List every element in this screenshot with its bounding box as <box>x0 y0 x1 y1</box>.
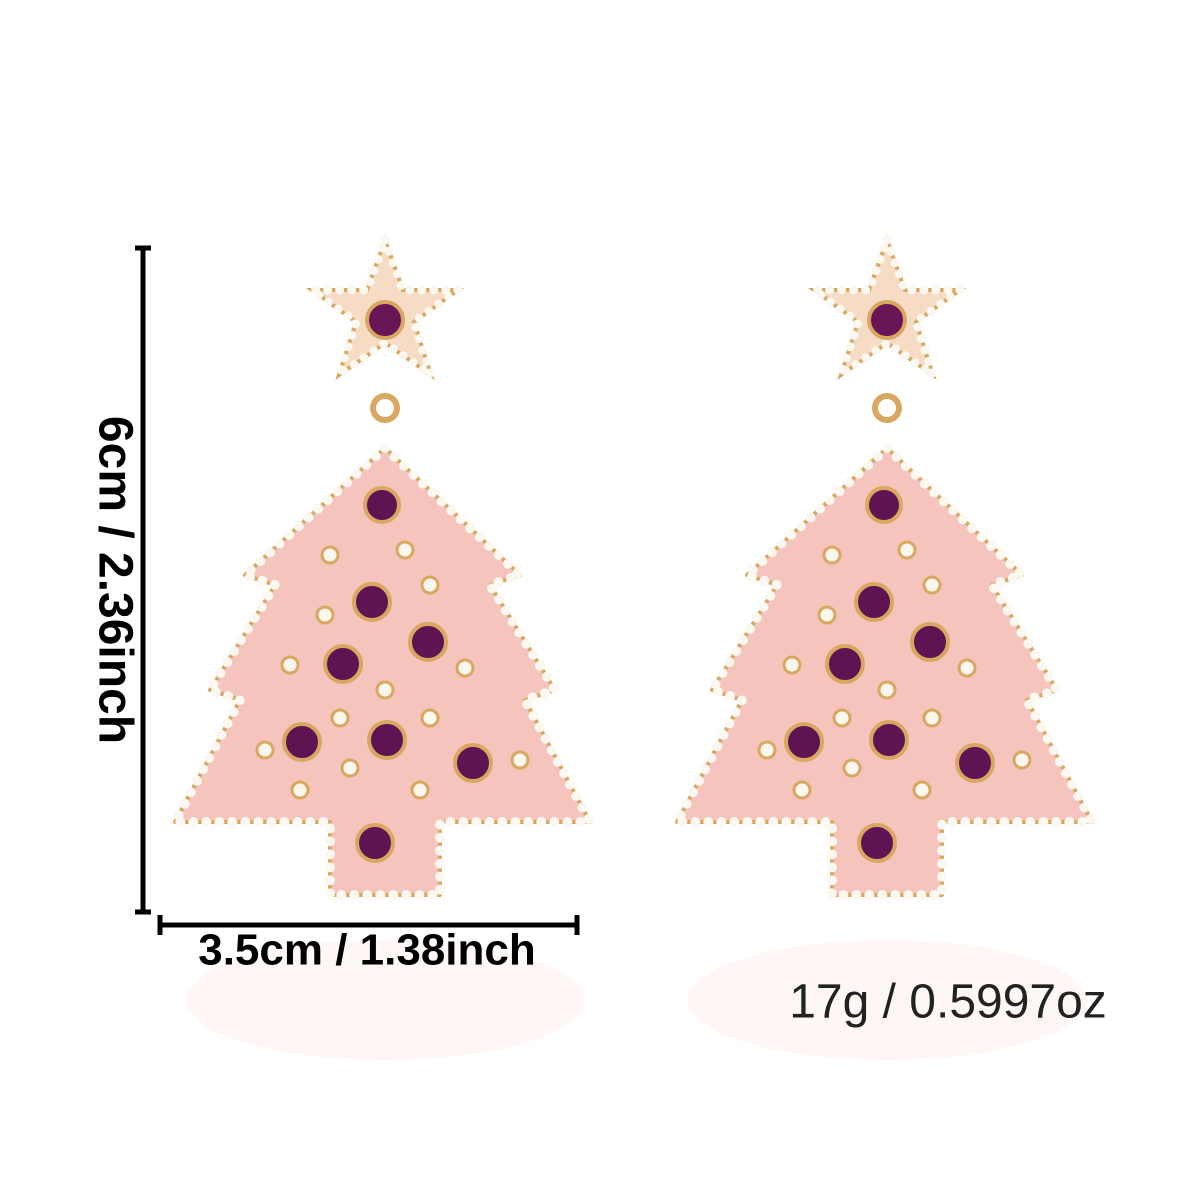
reflection <box>687 940 1087 1060</box>
reflection <box>185 940 585 1060</box>
width-label: 3.5cm / 1.38inch <box>198 926 536 975</box>
height-dimension-line <box>135 245 151 915</box>
left-earring <box>175 240 590 895</box>
height-label: 6cm / 2.36inch <box>88 416 141 744</box>
width-dimension-line <box>157 915 580 935</box>
weight-label: 17g / 0.5997oz <box>789 976 1107 1029</box>
right-earring <box>677 240 1092 895</box>
